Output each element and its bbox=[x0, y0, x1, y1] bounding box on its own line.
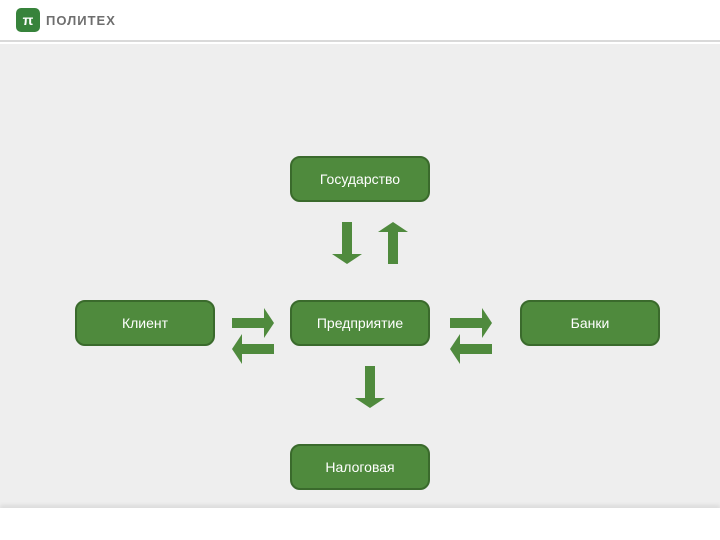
header-bar: π ПОЛИТЕХ bbox=[0, 0, 720, 42]
arrow-shaft bbox=[232, 318, 264, 328]
arrow-head-icon bbox=[355, 398, 385, 408]
diagram-canvas: Государство Клиент Предприятие Банки Нал… bbox=[0, 44, 720, 508]
node-enterprise-label: Предприятие bbox=[317, 315, 403, 331]
arrow-shaft bbox=[242, 344, 274, 354]
node-gov: Государство bbox=[290, 156, 430, 202]
arrow-shaft bbox=[365, 366, 375, 398]
arrow-head-icon bbox=[450, 334, 460, 364]
node-banks-label: Банки bbox=[571, 315, 610, 331]
arrow-ent-to-client bbox=[232, 334, 274, 364]
node-gov-label: Государство bbox=[320, 171, 400, 187]
arrow-shaft bbox=[450, 318, 482, 328]
arrow-ent-to-gov bbox=[378, 222, 408, 264]
arrow-shaft bbox=[460, 344, 492, 354]
node-enterprise: Предприятие bbox=[290, 300, 430, 346]
arrow-head-icon bbox=[232, 334, 242, 364]
brand-text: ПОЛИТЕХ bbox=[46, 13, 116, 28]
arrow-banks-to-ent bbox=[450, 334, 492, 364]
node-banks: Банки bbox=[520, 300, 660, 346]
arrow-shaft bbox=[388, 232, 398, 264]
slide-stage: π ПОЛИТЕХ Государство Клиент Предприятие… bbox=[0, 0, 720, 540]
arrow-gov-to-ent bbox=[332, 222, 362, 264]
arrow-ent-to-tax bbox=[355, 366, 385, 408]
footer-bar bbox=[0, 508, 720, 540]
arrow-head-icon bbox=[332, 254, 362, 264]
node-client: Клиент bbox=[75, 300, 215, 346]
arrow-shaft bbox=[342, 222, 352, 254]
arrow-head-icon bbox=[378, 222, 408, 232]
node-tax-label: Налоговая bbox=[325, 459, 394, 475]
brand-logo-glyph: π bbox=[23, 12, 34, 28]
node-client-label: Клиент bbox=[122, 315, 168, 331]
brand-logo-icon: π bbox=[16, 8, 40, 32]
node-tax: Налоговая bbox=[290, 444, 430, 490]
